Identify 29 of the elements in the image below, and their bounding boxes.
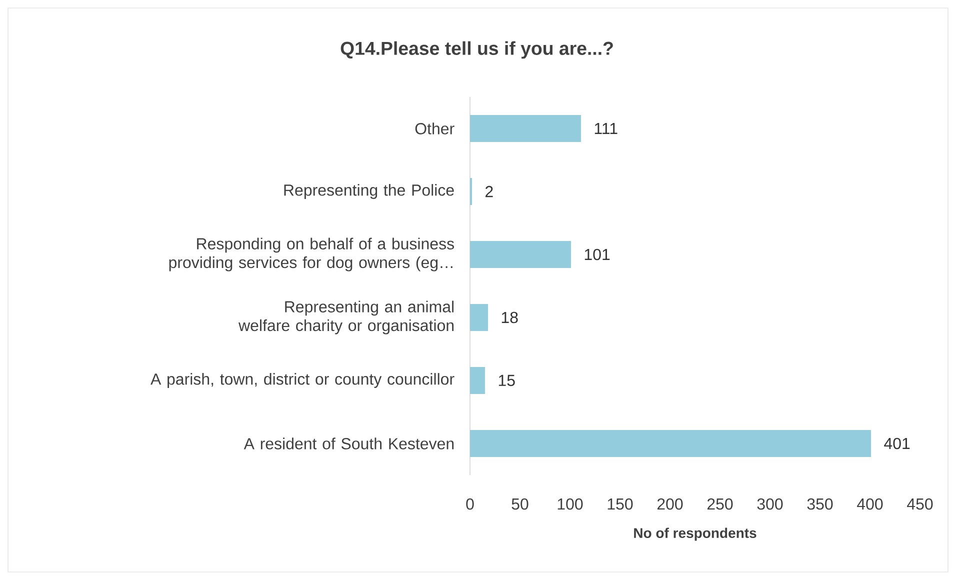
x-tick-label: 300	[757, 498, 783, 510]
x-tick-label: 150	[608, 498, 633, 510]
x-tick-label: 200	[657, 498, 683, 510]
x-axis-title: No of respondents	[634, 528, 756, 541]
y-tick-label: A resident of South Kesteven	[244, 438, 454, 450]
bar	[470, 430, 871, 457]
data-label: 15	[498, 374, 515, 386]
bar	[470, 115, 581, 142]
bar	[470, 304, 488, 331]
y-tick-label: Representing the Police	[284, 184, 454, 199]
y-tick-label: Representing an animal welfare charity or organisation	[238, 300, 454, 334]
chart-title: Q14.Please tell us if you are...?	[340, 41, 613, 59]
y-tick-label: Responding on behalf of a business providing services for dog owners (eg…	[169, 238, 454, 272]
x-tick-label: 350	[807, 498, 833, 510]
bar	[470, 240, 571, 268]
x-tick-label: 50	[512, 498, 528, 510]
x-tick-label: 100	[558, 498, 583, 510]
x-tick-label: 250	[707, 498, 733, 510]
data-label: 2	[486, 186, 493, 198]
y-tick-label: Other	[415, 122, 454, 134]
data-label: 18	[502, 312, 518, 324]
x-tick-label: 0	[466, 498, 474, 510]
data-label: 101	[584, 248, 610, 260]
bar	[470, 366, 485, 394]
data-label: 111	[594, 123, 618, 134]
x-tick-label: 400	[857, 498, 883, 510]
y-tick-label: A parish, town, district or county councillor	[150, 373, 454, 388]
data-label: 401	[884, 438, 910, 450]
x-tick-label: 450	[907, 498, 933, 510]
